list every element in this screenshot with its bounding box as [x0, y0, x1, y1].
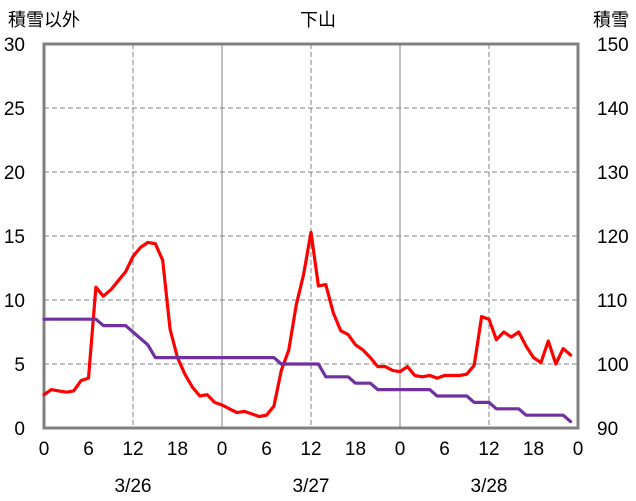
- series-layer: [42, 230, 573, 424]
- x-axis-tick-label: 18: [523, 439, 544, 460]
- gridlines: [44, 44, 578, 428]
- series-line-right-axis: [42, 317, 573, 424]
- series-line-left-axis: [42, 230, 573, 419]
- left-axis-ticks: 0 5 10 15 20 25 30: [4, 35, 25, 440]
- left-axis-tick-label: 30: [4, 35, 25, 56]
- x-axis-tick-label: 12: [478, 439, 499, 460]
- right-axis-tick-label: 130: [597, 163, 629, 184]
- right-axis-tick-label: 100: [597, 355, 629, 376]
- x-axis-tick-label: 6: [261, 439, 272, 460]
- plot-area-frame: [42, 42, 580, 430]
- left-axis-tick-label: 5: [14, 355, 25, 376]
- date-label: 3/26: [115, 476, 152, 497]
- right-axis-tick-label: 150: [597, 35, 629, 56]
- left-axis-title: 積雪以外: [8, 10, 80, 31]
- right-axis-tick-label: 90: [597, 419, 618, 440]
- x-axis-tick-label: 0: [217, 439, 228, 460]
- right-axis-tick-label: 120: [597, 227, 629, 248]
- x-axis-ticks: 0 6 12 18 0 6 12 18 0 6 12 18 0: [39, 439, 584, 460]
- x-axis-tick-label: 12: [122, 439, 143, 460]
- right-axis-title: 積雪: [593, 10, 629, 31]
- x-axis-tick-label: 12: [300, 439, 321, 460]
- x-axis-tick-label: 0: [573, 439, 584, 460]
- x-axis-tick-label: 18: [167, 439, 188, 460]
- left-axis-tick-label: 20: [4, 163, 25, 184]
- chart-title: 下山: [300, 10, 336, 31]
- left-axis-tick-label: 25: [4, 99, 25, 120]
- date-labels: 3/26 3/27 3/28: [115, 476, 508, 497]
- x-axis-tick-label: 6: [83, 439, 94, 460]
- x-axis-tick-label: 18: [345, 439, 366, 460]
- x-axis-tick-label: 6: [439, 439, 450, 460]
- right-axis-ticks: 90 100 110 120 130 140 150: [597, 35, 629, 440]
- date-label: 3/28: [471, 476, 508, 497]
- right-axis-tick-label: 140: [597, 99, 629, 120]
- left-axis-tick-label: 15: [4, 227, 25, 248]
- x-axis-tick-label: 0: [395, 439, 406, 460]
- left-axis-tick-label: 0: [14, 419, 25, 440]
- x-axis-tick-label: 0: [39, 439, 50, 460]
- left-axis-tick-label: 10: [4, 291, 25, 312]
- right-axis-tick-label: 110: [597, 291, 627, 312]
- date-label: 3/27: [293, 476, 330, 497]
